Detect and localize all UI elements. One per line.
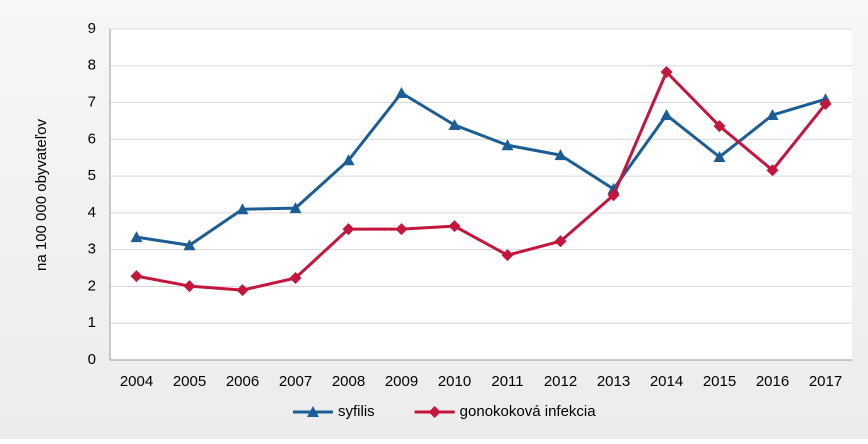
y-tick-label: 5: [88, 167, 96, 184]
y-tick-label: 9: [88, 20, 96, 37]
data-point: [660, 66, 673, 79]
data-point: [660, 109, 673, 121]
data-point: [289, 202, 302, 214]
data-point: [448, 220, 461, 233]
x-tick-label: 2009: [385, 373, 418, 390]
x-tick-label: 2013: [597, 373, 630, 390]
data-point: [183, 280, 196, 293]
data-point: [713, 150, 726, 162]
data-point: [819, 98, 832, 111]
data-point: [130, 270, 143, 283]
data-point: [766, 164, 779, 177]
x-tick-label: 2005: [173, 373, 206, 390]
y-tick-label: 0: [88, 351, 96, 368]
data-point: [395, 223, 408, 236]
y-tick-label: 7: [88, 94, 96, 111]
y-tick-label: 6: [88, 130, 96, 147]
x-tick-label: 2010: [438, 373, 471, 390]
x-tick-label: 2011: [491, 373, 523, 390]
x-tick-label: 2015: [703, 373, 736, 390]
x-tick-label: 2008: [332, 373, 365, 390]
x-tick-label: 2012: [544, 373, 577, 390]
data-point: [236, 203, 249, 215]
data-point: [554, 235, 567, 248]
y-tick-label: 4: [88, 204, 96, 221]
series-line: [136, 70, 827, 292]
data-point: [713, 120, 726, 133]
legend-label: syfilis: [338, 403, 375, 420]
x-tick-label: 2017: [809, 373, 842, 390]
data-point: [501, 139, 514, 151]
legend-label: gonokoková infekcia: [460, 403, 597, 420]
y-axis-label: na 100 000 obyvateľov: [33, 119, 50, 271]
x-tick-label: 2006: [226, 373, 259, 390]
y-tick-label: 2: [88, 277, 96, 294]
data-point: [183, 239, 196, 251]
x-tick-label: 2004: [120, 373, 153, 390]
data-point: [607, 189, 620, 202]
plot-area: [110, 29, 852, 360]
legend-marker: [307, 406, 319, 417]
data-point: [448, 118, 461, 130]
x-tick-label: 2007: [279, 373, 312, 390]
data-point: [554, 149, 567, 161]
x-tick-label: 2016: [756, 373, 789, 390]
data-point: [289, 271, 302, 284]
y-tick-label: 1: [88, 314, 96, 331]
y-tick-label: 3: [88, 241, 96, 258]
series-line: [136, 91, 826, 247]
legend-marker: [428, 406, 441, 418]
y-tick-label: 8: [88, 57, 96, 74]
data-point: [130, 231, 143, 243]
data-point: [236, 284, 249, 297]
data-point: [395, 86, 408, 98]
data-point: [501, 249, 514, 262]
data-point: [342, 154, 355, 166]
data-point: [766, 109, 779, 121]
data-point: [342, 223, 355, 236]
x-tick-label: 2014: [650, 373, 683, 390]
